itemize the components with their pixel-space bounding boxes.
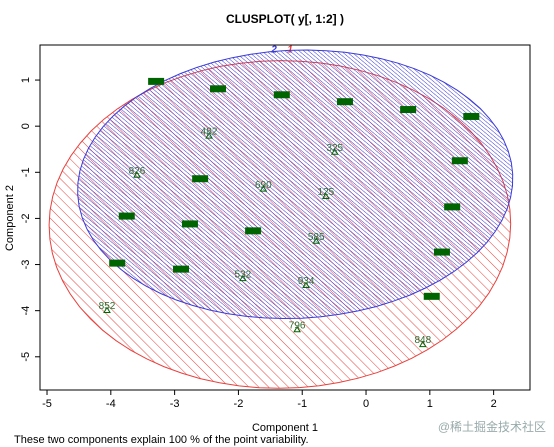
- y-tick-label: -3: [20, 260, 32, 270]
- point-blob: [181, 220, 198, 228]
- point-blob: [423, 292, 440, 300]
- footnote: These two components explain 100 % of th…: [14, 434, 309, 446]
- x-tick-label: -2: [234, 398, 244, 410]
- point-label: 826: [129, 166, 146, 177]
- x-tick-label: 2: [491, 398, 497, 410]
- point-blob: [210, 85, 227, 93]
- point: [418, 340, 427, 348]
- point-blob: [444, 203, 461, 211]
- point-blob: [173, 265, 190, 273]
- point-blob: [433, 248, 450, 256]
- point: [312, 237, 321, 244]
- point: [293, 325, 302, 333]
- point-label: 690: [255, 180, 272, 191]
- x-tick-label: -4: [106, 398, 116, 410]
- point-blob: [109, 259, 126, 267]
- point: [205, 132, 213, 139]
- point-label: 852: [99, 301, 116, 312]
- y-tick-label: -1: [20, 167, 32, 177]
- point-label: 585: [308, 232, 325, 243]
- point-label: 482: [201, 127, 218, 138]
- point: [321, 192, 330, 200]
- y-tick-label: -5: [20, 352, 32, 362]
- point: [259, 185, 268, 192]
- point-label: 796: [289, 320, 306, 331]
- point: [103, 306, 111, 313]
- point-blob: [118, 212, 135, 220]
- point: [133, 171, 141, 178]
- plot-area: 1 2 482 325 826 690 125 585 532 934 852 796 848 -5 -4 -…: [20, 44, 531, 410]
- point: [330, 148, 339, 155]
- point-label: 532: [235, 269, 252, 280]
- point-label: 848: [414, 335, 431, 346]
- point: [239, 274, 247, 282]
- watermark: @稀土掘金技术社区: [438, 419, 546, 434]
- point-label: 325: [326, 143, 343, 154]
- x-axis-label: Component 1: [252, 422, 318, 434]
- point-blob: [192, 175, 209, 183]
- point-blob: [463, 112, 480, 120]
- y-axis-label: Component 2: [4, 185, 16, 251]
- x-tick-label: -3: [170, 398, 180, 410]
- point-blob: [451, 157, 468, 165]
- point-label: 934: [298, 276, 315, 287]
- point-blob: [273, 91, 290, 99]
- point-blob: [336, 98, 353, 106]
- x-tick-label: 1: [427, 398, 433, 410]
- x-tick-label: -5: [42, 398, 52, 410]
- plot-frame: [39, 44, 531, 391]
- point-blob: [400, 106, 417, 114]
- y-tick-label: -4: [20, 306, 32, 316]
- y-tick-label: 0: [20, 123, 32, 129]
- x-tick-label: 0: [363, 398, 369, 410]
- point-label: 125: [317, 187, 334, 198]
- chart-title: CLUSPLOT( y[, 1:2] ): [226, 12, 344, 26]
- x-tick-label: -1: [297, 398, 307, 410]
- y-tick-label: 1: [20, 77, 32, 83]
- cluster-label: 2: [270, 45, 277, 56]
- point-blob: [245, 227, 262, 235]
- y-tick-label: -2: [20, 214, 32, 224]
- cluster-ellipse: [77, 49, 514, 320]
- point-blob: [148, 77, 165, 85]
- point: [302, 281, 310, 289]
